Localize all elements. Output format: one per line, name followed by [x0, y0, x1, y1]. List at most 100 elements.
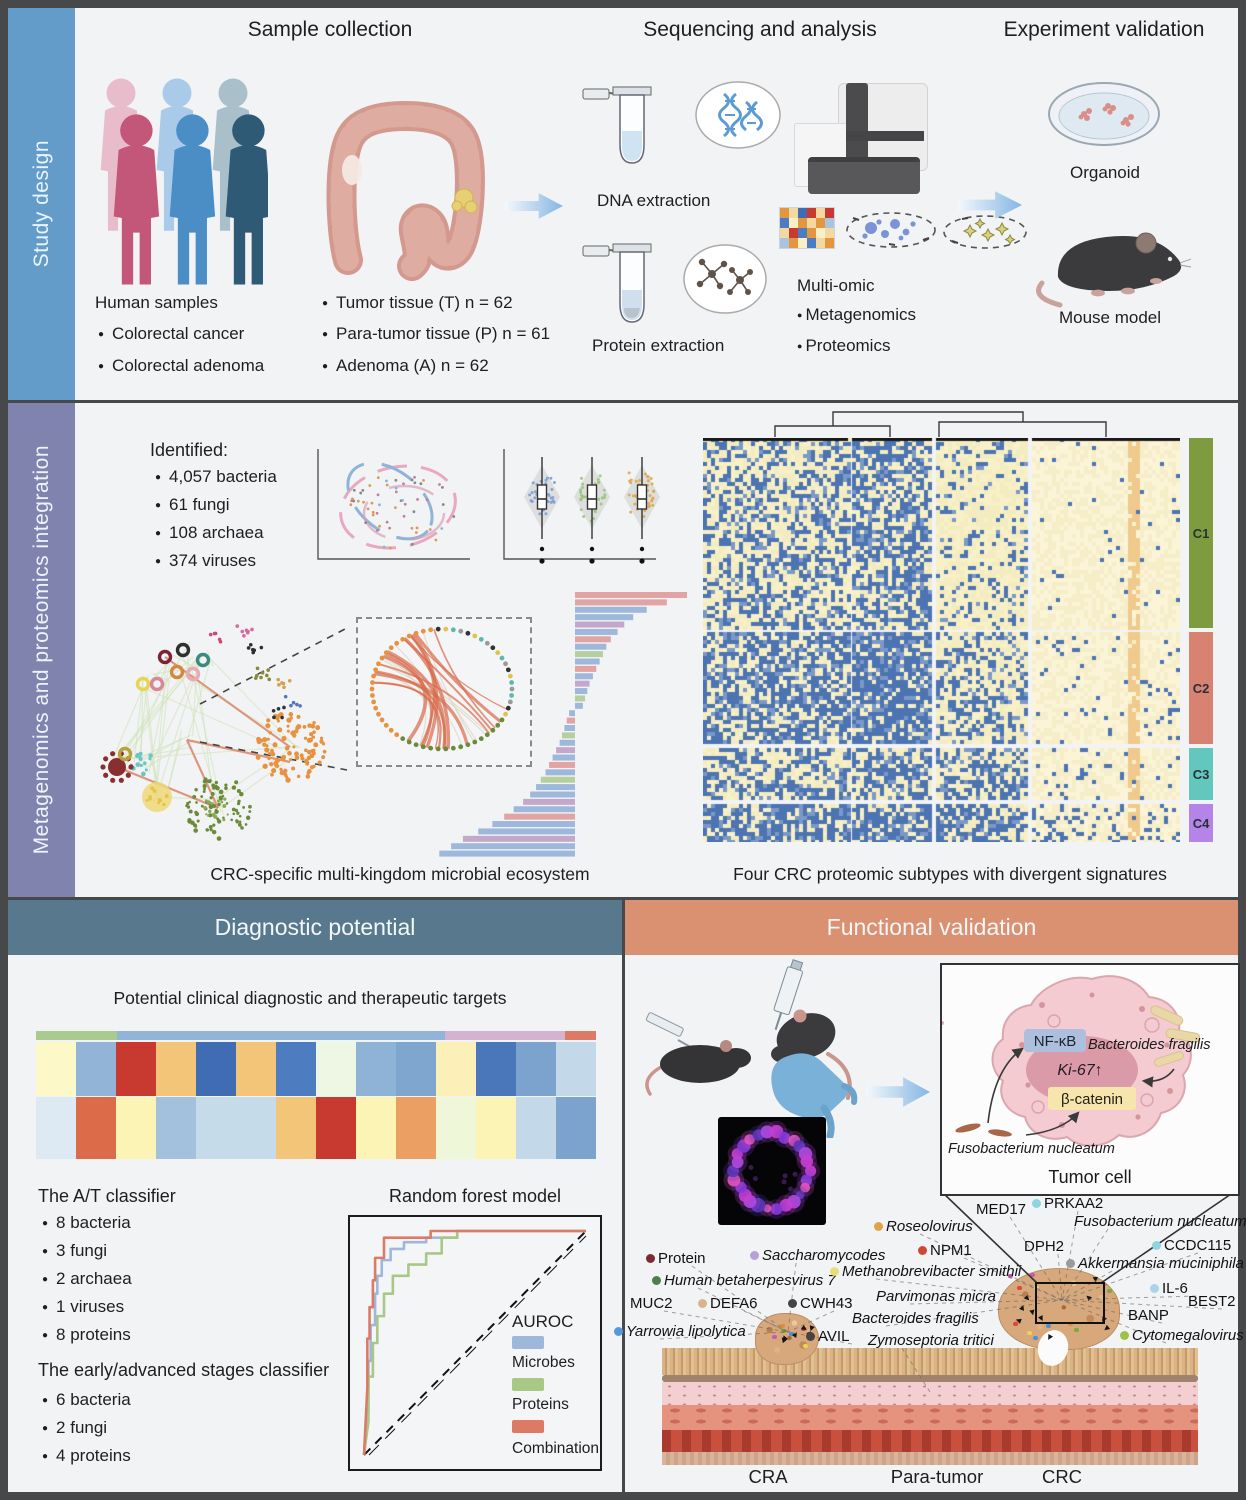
bullet-icon [155, 495, 169, 514]
heatmap-cell [556, 1097, 596, 1159]
legend-swatch-proteins [512, 1378, 544, 1391]
viruses-icon [943, 215, 1027, 249]
classifier-at-item: 1 viruses [42, 1297, 124, 1317]
annotation-label: CCDC115 [1164, 1237, 1232, 1254]
bullet-icon [155, 523, 169, 542]
annotation-label: MUC2 [630, 1295, 673, 1312]
cluster-bar-c2: C2 [1189, 632, 1213, 744]
protein-extraction-label: Protein extraction [592, 336, 725, 355]
zoom-region-rect [1035, 1282, 1105, 1324]
annotation-label: DPH2 [1024, 1238, 1065, 1255]
heatmap-cell [789, 238, 798, 248]
sequencer-icon [794, 83, 928, 194]
heatmap-cell [789, 218, 798, 228]
heatmap-cell [316, 1042, 356, 1096]
microbe-speck-icon [1106, 1288, 1112, 1293]
legend-label-combination: Combination [512, 1440, 600, 1457]
heatmap-cell [276, 1042, 316, 1096]
annotation-dot-icon [1032, 1199, 1041, 1208]
fusobacterium-icons [955, 1123, 1012, 1137]
identified-item: 4,057 bacteria [155, 467, 277, 487]
heatmap-cell [116, 1042, 156, 1096]
heatmap-cell [516, 1097, 556, 1159]
classifier-stage-heading: The early/advanced stages classifier [38, 1360, 330, 1380]
annotation-dot-icon [652, 1276, 661, 1285]
intestinal-tissue-illustration [662, 1348, 1198, 1465]
organoid-label: Organoid [1070, 163, 1140, 182]
annotation-label: PRKAA2 [1044, 1195, 1104, 1212]
bfragilis-label: Bacteroides fragilis [1088, 1037, 1211, 1053]
heatmap-cell [816, 218, 825, 228]
annotation-label: Akkermansia muciniphila [1078, 1255, 1244, 1272]
annotation-dot-icon [1120, 1331, 1129, 1340]
bullet-icon [155, 551, 169, 570]
annotation-dot-icon [750, 1251, 759, 1260]
annotation-label: BANP [1128, 1307, 1169, 1324]
annotation-label: Protein [658, 1250, 706, 1267]
identified-item: 108 archaea [155, 523, 264, 543]
classifier-at-item: 2 archaea [42, 1269, 132, 1289]
fnucleatum-label: Fusobacterium nucleatum [948, 1141, 1115, 1157]
nfkb-badge [1024, 1029, 1086, 1052]
section-title-sequencing: Sequencing and analysis [643, 18, 877, 41]
heatmap-cell [807, 228, 816, 238]
annotation-label: IL-6 [1162, 1280, 1188, 1297]
ki67-label: Ki-67↑ [1057, 1062, 1102, 1079]
roc-title: Random forest model [388, 1186, 562, 1206]
bcatenin-badge [1048, 1087, 1136, 1110]
heatmap-cell [798, 218, 807, 228]
legend-label-proteins: Proteins [512, 1396, 569, 1413]
diagnostic-header: Diagnostic potential [8, 900, 622, 955]
heatmap-cell [316, 1097, 356, 1159]
heatmap-cell [789, 208, 798, 218]
annotation-label: Methanobrevibacter smithii [842, 1263, 1022, 1280]
heatmap-cell [780, 238, 789, 248]
bullet-icon [42, 1446, 56, 1465]
heatmap-cell [816, 208, 825, 218]
violin-plot [503, 449, 660, 564]
annotation-label: AVIL [818, 1328, 850, 1345]
human-silhouettes-illustration [100, 78, 268, 285]
tissue-item: Para-tumor tissue (P) n = 61 [322, 324, 550, 344]
heatmap-cell [825, 218, 834, 228]
bullet-icon [322, 356, 336, 375]
heatmap-cell [816, 238, 825, 248]
functional-header: Functional validation [625, 900, 1238, 955]
bcatenin-label: β-catenin [1061, 1091, 1123, 1108]
network-caption: CRC-specific multi-kingdom microbial eco… [210, 864, 590, 884]
bullet-icon [42, 1325, 56, 1344]
tissue-label-paratumor: Para-tumor [890, 1466, 984, 1487]
tumor-icon [451, 188, 478, 214]
section-title-validation: Experiment validation [1003, 18, 1205, 41]
microbial-network-plot [100, 624, 348, 841]
annotation-label: Fusobacterium nucleatum [1074, 1213, 1246, 1230]
annotation-dot-icon [918, 1246, 927, 1255]
annotation-dot-icon [698, 1299, 707, 1308]
protein-tube-icon [582, 243, 652, 323]
human-sample-item: Colorectal cancer [98, 324, 244, 344]
heatmap-cell [36, 1097, 76, 1159]
heatmap-cell [825, 228, 834, 238]
annotation-label: Roseolovirus [886, 1218, 973, 1235]
heatmap-cell [156, 1097, 196, 1159]
heatmap-cell [116, 1097, 156, 1159]
annotation-label: MED17 [976, 1201, 1027, 1218]
legend-swatch-combination [512, 1420, 544, 1433]
heatmap-cell [780, 208, 789, 218]
tumor-cell-label: Tumor cell [1048, 1167, 1131, 1187]
classifier-at-item: 8 bacteria [42, 1213, 131, 1233]
heatmap-cell [798, 228, 807, 238]
microbe-speck-icon [779, 1323, 785, 1328]
heatmap-cell [476, 1097, 516, 1159]
roc-chart [362, 1229, 587, 1456]
heatmap-cell [436, 1042, 476, 1096]
heatmap-cell [196, 1042, 236, 1096]
heatmap-cell [276, 1097, 316, 1159]
heatmap-cell [816, 228, 825, 238]
heatmap-cell [798, 238, 807, 248]
cluster-bar-c3: C3 [1189, 748, 1213, 800]
protein-molecule-icon [683, 244, 767, 314]
classifier-at-item: 8 proteins [42, 1325, 131, 1345]
roc-legend-title: AUROC [512, 1312, 574, 1331]
heatmap-cell [780, 218, 789, 228]
